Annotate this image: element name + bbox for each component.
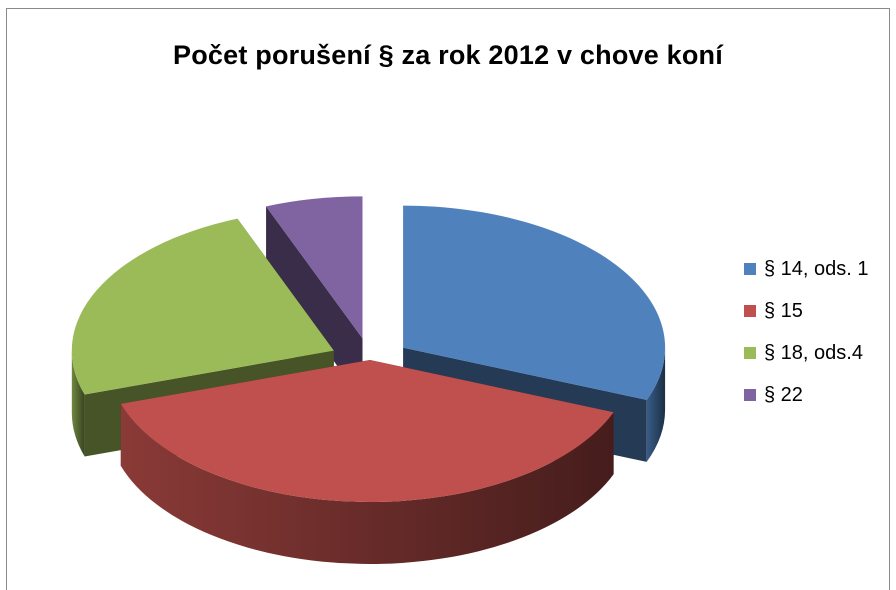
legend-label-3: § 18, ods.4	[764, 341, 863, 364]
legend-swatch-2	[744, 305, 756, 317]
pie-slices	[71, 196, 666, 564]
pie-slice-2	[120, 360, 614, 564]
legend-item-1: § 14, ods. 1	[744, 252, 869, 286]
pie-slice-4	[266, 196, 363, 401]
pie-slice-3-top	[71, 218, 334, 395]
legend-swatch-1	[744, 263, 756, 275]
legend-label-1: § 14, ods. 1	[764, 257, 869, 280]
chart-title: Počet porušení § za rok 2012 v chove kon…	[173, 40, 723, 70]
legend-item-3: § 18, ods.4	[744, 336, 869, 370]
pie-slice-2-side	[120, 403, 614, 564]
pie-slice-4-top	[266, 196, 363, 339]
pie-slice-1-top	[403, 205, 666, 400]
pie-slice-3-side	[71, 350, 85, 457]
legend-label-2: § 15	[764, 299, 803, 322]
legend-item-4: § 22	[744, 378, 869, 412]
legend-item-2: § 15	[744, 294, 869, 328]
pie-slice-2-top	[120, 360, 614, 502]
pie-slice-1-side	[646, 347, 666, 462]
chart-legend: § 14, ods. 1 § 15 § 18, ods.4 § 22	[744, 252, 869, 420]
legend-label-4: § 22	[764, 383, 803, 406]
pie-slice-4-wall-1	[266, 206, 363, 401]
legend-swatch-4	[744, 389, 756, 401]
legend-swatch-3	[744, 347, 756, 359]
